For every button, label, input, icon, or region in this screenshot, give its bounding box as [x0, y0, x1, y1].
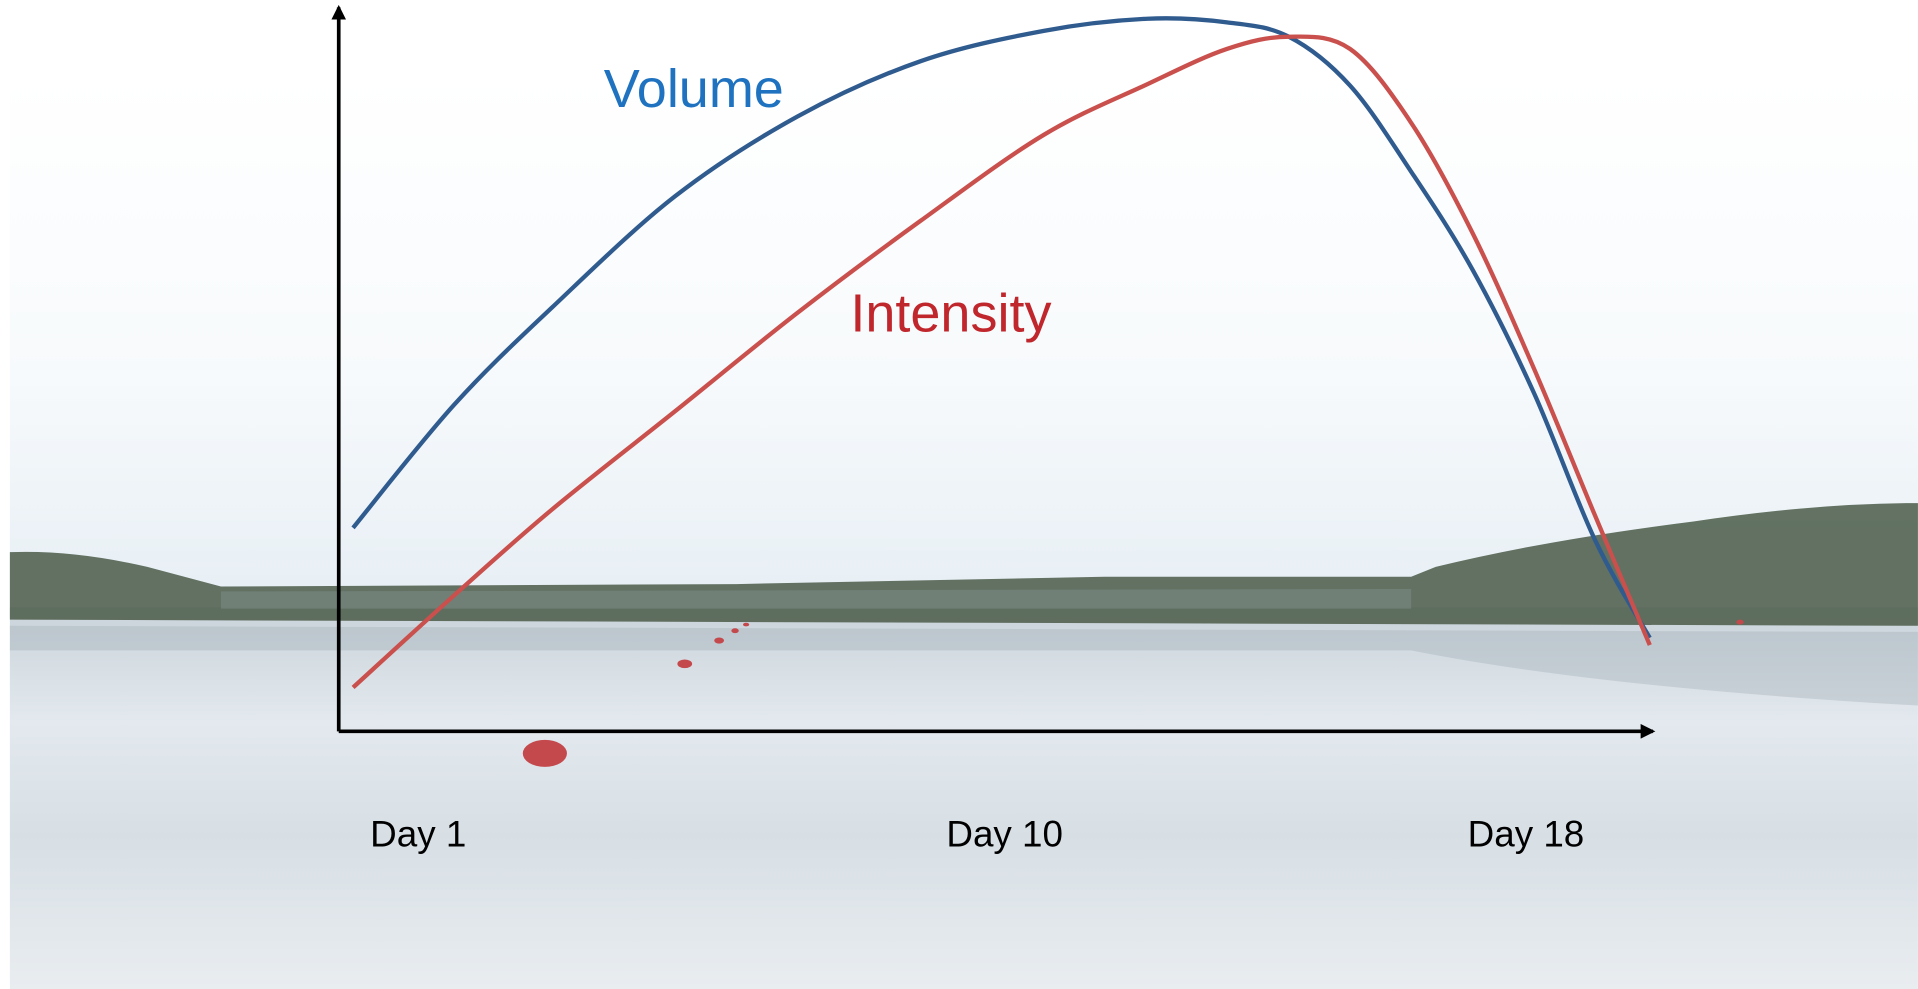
series-label: Intensity — [850, 283, 1051, 343]
x-tick-label: Day 10 — [946, 814, 1063, 855]
x-tick-label: Day 1 — [370, 814, 466, 855]
series-label: Volume — [604, 59, 784, 119]
chart: Day 1 Day 10 Day 18 Volume Intensity — [0, 0, 1918, 989]
x-tick-label: Day 18 — [1468, 814, 1585, 855]
